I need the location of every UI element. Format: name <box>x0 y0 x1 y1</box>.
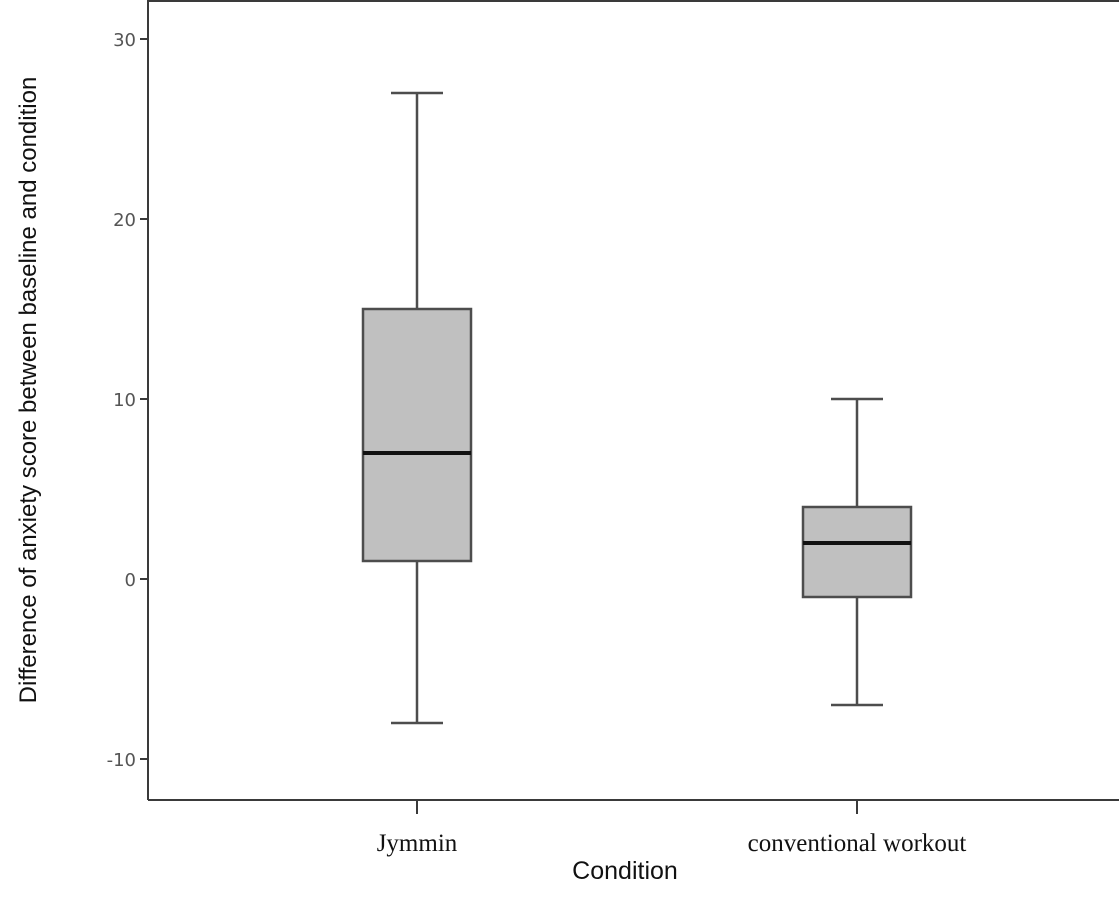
box-1 <box>361 91 473 725</box>
y-tick-label: 0 <box>125 570 136 591</box>
x-tick-label: conventional workout <box>748 830 967 857</box>
y-axis-title: Difference of anxiety score between base… <box>15 77 42 704</box>
x-tick-label: Jymmin <box>377 830 458 857</box>
y-tick-label: 10 <box>113 390 136 411</box>
box-plot-marks <box>361 91 913 725</box>
box-2 <box>801 397 913 707</box>
axes <box>140 0 1119 814</box>
tick-labels: -10 0 10 20 30 Jymmin conventional workout <box>107 30 967 857</box>
iqr-box <box>361 307 473 563</box>
y-tick-label: 30 <box>113 30 136 51</box>
x-axis-title: Condition <box>572 857 678 885</box>
y-tick-label: 20 <box>113 210 136 231</box>
iqr-box <box>801 505 913 599</box>
y-tick-label: -10 <box>107 750 136 771</box>
